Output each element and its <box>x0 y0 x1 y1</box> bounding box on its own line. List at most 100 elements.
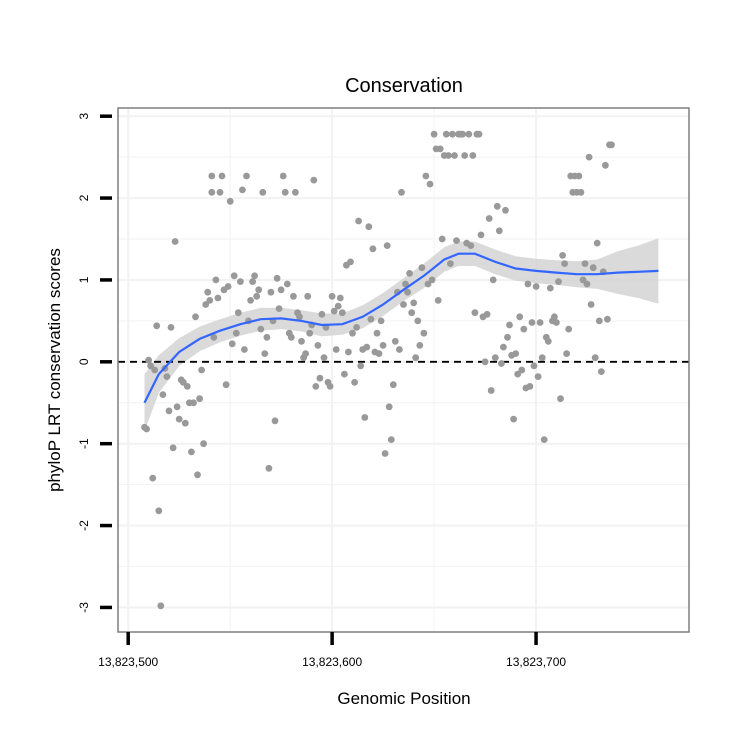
data-point <box>430 130 438 138</box>
y-axis: -3 -2 -1 0 1 2 3 <box>77 113 112 613</box>
y-axis-title: phyloP LRT conservation scores <box>45 248 64 492</box>
data-point <box>204 288 212 296</box>
data-point <box>391 337 399 345</box>
data-point <box>447 260 454 267</box>
data-point <box>528 319 536 326</box>
data-point <box>502 206 509 214</box>
data-point <box>404 288 411 296</box>
data-point <box>406 270 413 277</box>
data-point <box>212 276 220 284</box>
data-point <box>267 288 275 296</box>
data-point <box>316 374 324 382</box>
data-point <box>183 383 191 390</box>
data-point <box>534 373 542 380</box>
data-point <box>577 188 585 196</box>
data-point <box>410 299 418 307</box>
data-point <box>587 301 595 308</box>
data-point <box>498 360 505 367</box>
data-point <box>608 141 615 149</box>
data-point <box>249 278 256 285</box>
data-point <box>512 350 520 357</box>
data-point <box>167 324 175 331</box>
data-point <box>597 368 605 375</box>
data-point <box>377 317 385 325</box>
data-point <box>383 242 391 250</box>
data-point <box>251 272 258 280</box>
data-point <box>296 313 303 321</box>
data-point <box>551 313 558 321</box>
data-point <box>332 346 340 353</box>
data-point <box>149 474 157 482</box>
data-point <box>198 366 206 374</box>
data-point <box>206 297 214 304</box>
data-point <box>243 172 250 180</box>
data-point <box>445 152 452 159</box>
data-point <box>241 346 248 353</box>
data-point <box>351 378 358 386</box>
smooth-trend <box>143 252 659 404</box>
data-point <box>546 284 554 292</box>
data-point <box>173 403 181 411</box>
x-tick-label: 13,823,700 <box>506 655 566 669</box>
data-point <box>239 186 246 194</box>
data-point <box>263 333 271 341</box>
data-point <box>157 602 165 610</box>
data-point <box>589 264 597 272</box>
data-point <box>171 238 179 245</box>
data-point <box>347 258 354 266</box>
data-point <box>214 294 222 302</box>
data-point <box>302 350 309 357</box>
data-point <box>306 329 314 337</box>
data-point <box>237 278 244 285</box>
data-point <box>555 278 562 285</box>
data-point <box>602 161 609 169</box>
data-point <box>188 448 195 456</box>
data-point <box>181 419 189 427</box>
confidence-ribbon <box>144 238 659 432</box>
data-point <box>353 324 360 331</box>
data-point <box>396 346 403 353</box>
data-point <box>361 414 369 421</box>
data-point <box>516 313 524 321</box>
data-point <box>591 354 599 362</box>
data-point <box>538 354 546 362</box>
data-point <box>436 145 444 153</box>
data-point <box>304 292 312 300</box>
data-point <box>196 395 204 403</box>
data-point <box>418 264 426 272</box>
data-point <box>265 464 273 472</box>
data-point <box>175 415 183 423</box>
data-point <box>536 319 544 326</box>
data-point <box>338 309 346 317</box>
data-point <box>387 436 395 443</box>
x-tick-label: 13,823,500 <box>98 655 158 669</box>
data-point <box>442 130 450 138</box>
data-point <box>163 373 171 380</box>
data-point <box>143 425 151 433</box>
data-point <box>422 172 430 180</box>
data-point <box>287 333 295 341</box>
data-point <box>453 237 460 245</box>
data-point <box>330 307 338 315</box>
data-point <box>416 342 424 349</box>
data-point <box>210 333 218 341</box>
data-point <box>367 315 375 323</box>
data-point <box>218 172 226 180</box>
data-point <box>504 333 511 341</box>
data-point <box>208 172 216 180</box>
x-axis-title: Genomic Position <box>337 689 470 708</box>
data-point <box>565 325 573 333</box>
data-point <box>216 188 224 196</box>
data-point <box>232 329 240 337</box>
data-point <box>526 383 534 390</box>
data-point <box>283 280 291 288</box>
data-point <box>281 188 289 196</box>
data-point <box>500 343 507 351</box>
data-point <box>279 172 287 180</box>
data-point <box>575 172 583 180</box>
data-point <box>585 153 593 161</box>
data-point <box>355 217 362 225</box>
data-point <box>169 444 177 452</box>
data-point <box>414 317 422 325</box>
